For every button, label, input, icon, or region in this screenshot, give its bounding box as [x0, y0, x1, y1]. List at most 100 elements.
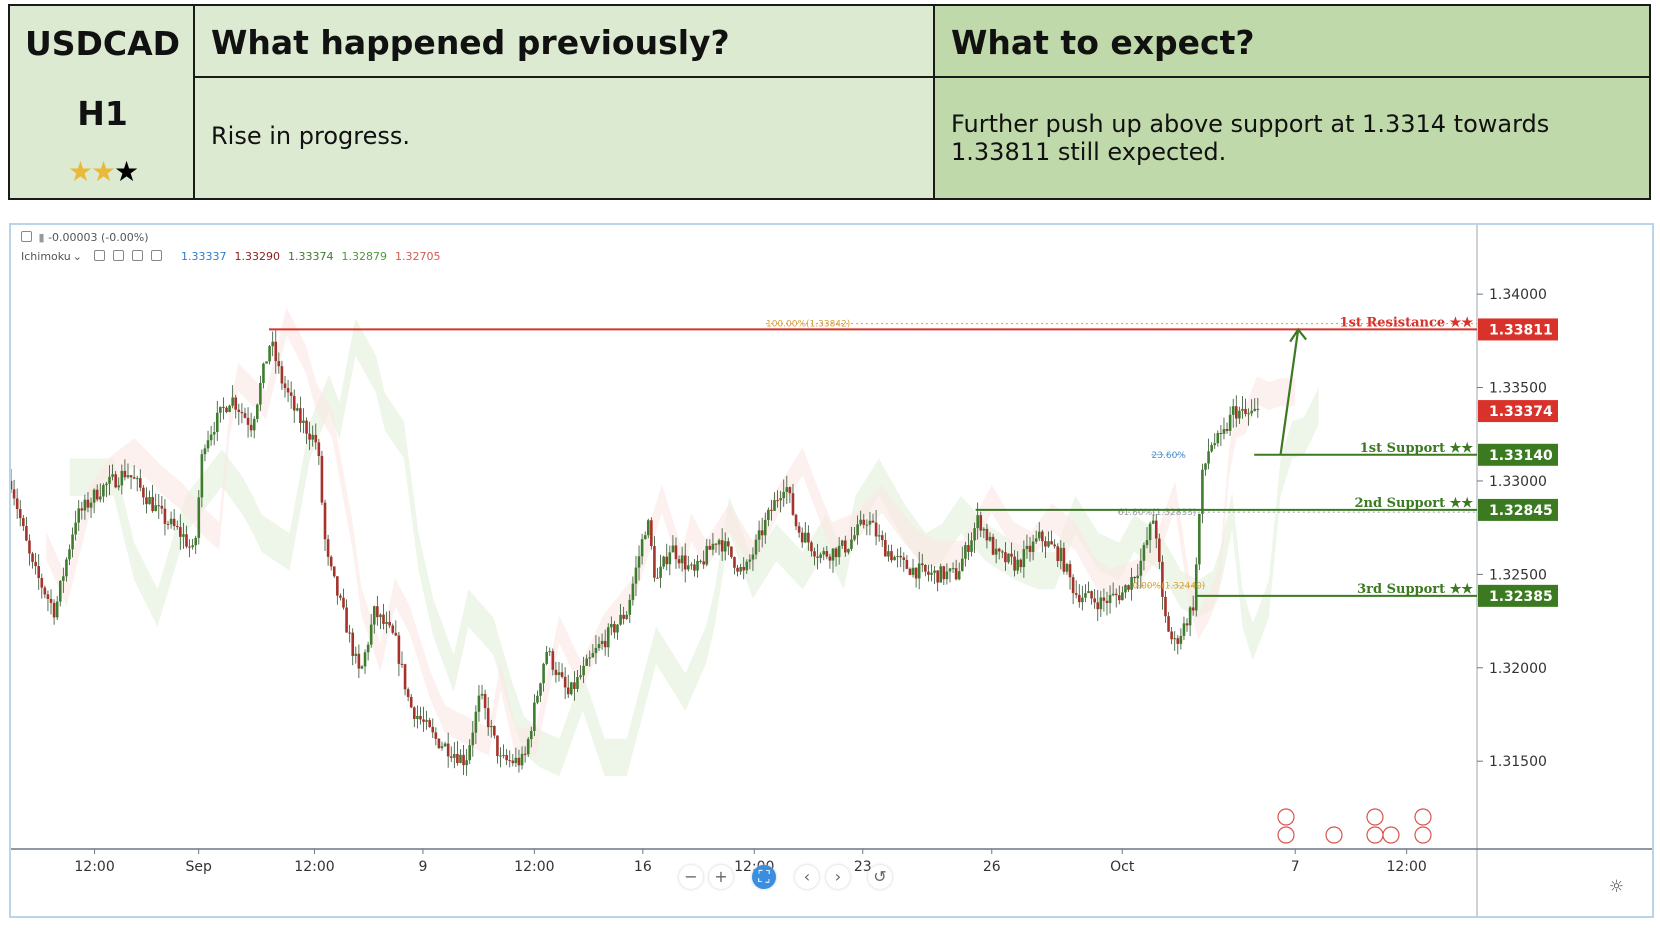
candle-body	[862, 519, 866, 525]
candle-body	[1016, 559, 1020, 571]
candle-body	[348, 632, 351, 634]
candle-body	[1056, 546, 1060, 562]
candle-body	[646, 520, 650, 536]
candle-body	[1136, 575, 1140, 579]
candle-body	[163, 508, 167, 524]
candle-body	[606, 627, 610, 648]
level-price-label: 1.33811	[1489, 322, 1553, 338]
candle-body	[816, 556, 819, 558]
candle-body	[77, 508, 81, 523]
candle-body	[1028, 545, 1032, 552]
candle-body	[582, 665, 585, 676]
candle-body	[228, 405, 231, 413]
candle-body	[391, 625, 395, 633]
candle-body	[74, 522, 77, 535]
zoom-in-button[interactable]: +	[709, 865, 733, 889]
candle-body	[1139, 560, 1143, 576]
candle-body	[1219, 433, 1223, 435]
candle-body	[360, 666, 364, 669]
candle-body	[576, 677, 579, 689]
candle-body	[653, 546, 656, 578]
candle-body	[34, 561, 37, 567]
candle-body	[336, 576, 339, 596]
current-price-label: 1.33374	[1489, 404, 1553, 420]
candle-body	[573, 682, 576, 689]
candle-body	[902, 557, 906, 560]
candle-body	[785, 487, 789, 492]
price-chart[interactable]: 100.00%(1.33842) 23.60% 61.80%(1.32833) 0.0…	[9, 223, 1654, 918]
close-icon[interactable]	[150, 250, 162, 261]
candle-body	[28, 540, 31, 554]
gear-icon[interactable]: ☼	[1608, 877, 1624, 897]
candle-body	[1222, 429, 1226, 434]
refresh-button[interactable]: ↺	[868, 865, 892, 889]
candle-body	[1034, 538, 1038, 542]
braces-icon[interactable]	[131, 250, 143, 261]
y-tick-label: 1.33500	[1489, 381, 1547, 397]
candle-body	[496, 735, 499, 757]
candle-body	[865, 524, 869, 526]
candle-body	[868, 520, 872, 525]
candle-body	[486, 708, 490, 728]
candle-body	[560, 672, 564, 677]
candle-body	[249, 424, 253, 431]
candle-body	[123, 470, 127, 478]
candle-body	[951, 568, 955, 570]
eye-icon[interactable]	[93, 250, 105, 261]
candle-body	[650, 520, 653, 547]
candle-body	[265, 361, 268, 364]
candle-body	[406, 689, 410, 697]
candle-body	[810, 542, 813, 552]
candle-body	[237, 409, 241, 413]
indicator-buttons[interactable]	[93, 250, 170, 263]
collapse-icon[interactable]	[21, 231, 32, 242]
candle-body	[172, 518, 176, 527]
previous-title: What happened previously?	[211, 23, 730, 62]
candle-body	[1145, 540, 1149, 545]
candle-body	[1179, 635, 1183, 644]
settings-icon[interactable]	[112, 250, 124, 261]
candle-body	[856, 524, 859, 536]
candle-body	[139, 478, 142, 488]
candle-body	[1019, 559, 1023, 568]
candle-body	[49, 598, 53, 603]
y-tick-label: 1.32000	[1489, 661, 1547, 677]
candle-body	[1225, 429, 1229, 431]
indicator-name[interactable]: Ichimoku	[21, 250, 71, 263]
chart-canvas[interactable]: 100.00%(1.33842) 23.60% 61.80%(1.32833) 0.0…	[11, 225, 1652, 916]
chevron-down-icon[interactable]: ⌄	[72, 250, 82, 263]
scroll-right-button[interactable]: ›	[826, 865, 850, 889]
candle-body	[788, 487, 792, 494]
candle-body	[699, 560, 702, 562]
candle-body	[844, 540, 847, 553]
x-tick-label: 7	[1291, 859, 1300, 875]
candle-body	[197, 497, 201, 538]
candle-body	[219, 406, 222, 413]
candle-body	[776, 500, 779, 502]
scroll-left-button[interactable]: ‹	[795, 865, 819, 889]
candle-body	[102, 485, 105, 497]
candle-body	[209, 434, 213, 441]
candle-body	[613, 623, 616, 633]
candle-body	[631, 583, 635, 600]
previous-header-cell: What happened previously?	[195, 6, 935, 78]
ichimoku-cloud-red	[46, 307, 1296, 756]
candle-body	[511, 760, 515, 764]
event-flag-icon	[1325, 826, 1343, 844]
candle-body	[212, 432, 216, 435]
candle-body	[643, 535, 647, 540]
candle-body	[92, 489, 96, 503]
candle-body	[71, 534, 74, 550]
candle-body	[566, 687, 570, 695]
candle-body	[1093, 598, 1096, 603]
candle-body	[268, 346, 271, 362]
zoom-out-button[interactable]: −	[679, 865, 703, 889]
candle-body	[579, 675, 582, 678]
candle-body	[339, 595, 342, 598]
reset-view-button[interactable]: ⛶	[752, 865, 776, 889]
candle-body	[1170, 631, 1173, 640]
event-flag-icon	[1366, 808, 1384, 826]
candle-body	[225, 407, 228, 413]
candle-body	[939, 566, 943, 583]
y-tick-label: 1.33000	[1489, 474, 1547, 490]
